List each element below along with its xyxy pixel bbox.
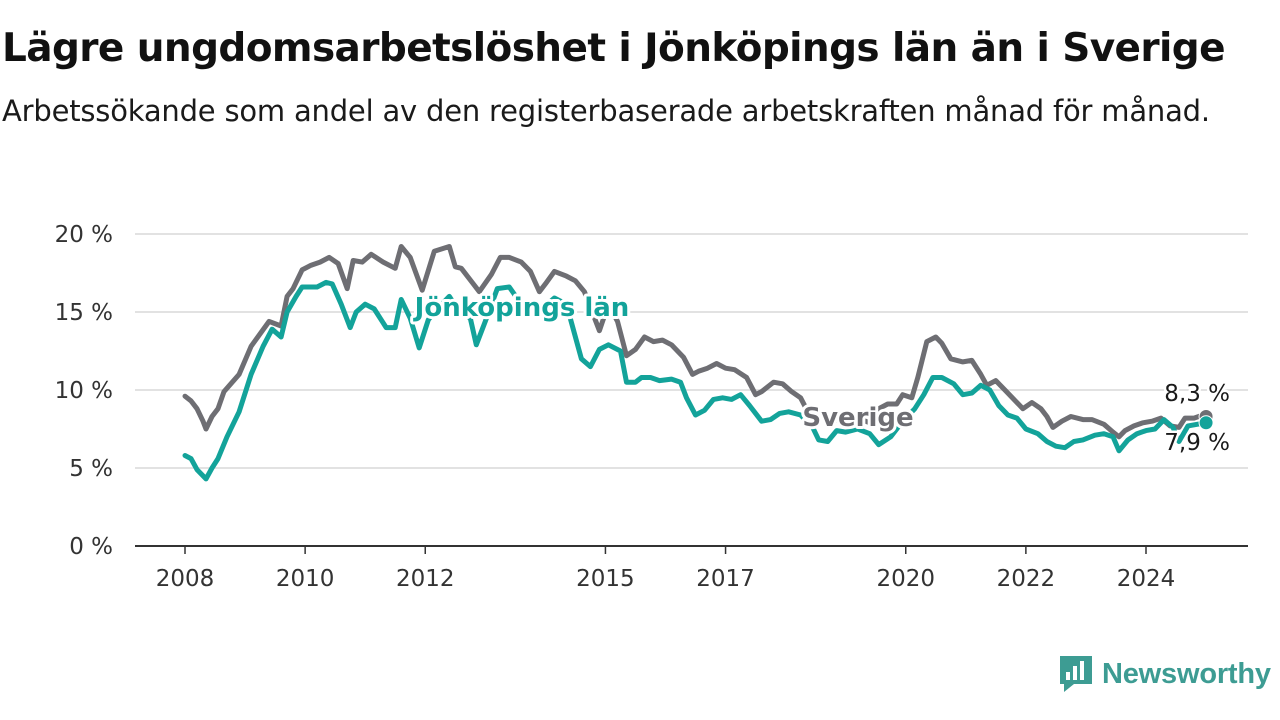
chart-subtitle: Arbetssökande som andel av den registerb… <box>2 94 1210 128</box>
x-tick-label: 2008 <box>156 566 215 592</box>
newsworthy-brand: Newsworthy <box>1058 654 1271 694</box>
x-tick-label: 2020 <box>876 566 935 592</box>
grid-layer <box>135 233 1248 469</box>
x-tick-label: 2012 <box>396 566 455 592</box>
end-value-label-jonkoping: 7,9 % <box>1164 430 1230 456</box>
end-point-jonkoping <box>1198 415 1214 431</box>
x-tick-label: 2017 <box>696 566 755 592</box>
series-line-sverige <box>182 244 1209 440</box>
y-tick-label: 20 % <box>55 222 113 248</box>
brand-name: Newsworthy <box>1102 657 1271 690</box>
x-tick-label: 2010 <box>276 566 335 592</box>
series-layer <box>182 244 1214 482</box>
y-tick-label: 0 % <box>69 534 113 560</box>
x-tick-label: 2015 <box>576 566 635 592</box>
y-tick-label: 15 % <box>55 300 113 326</box>
y-tick-label: 5 % <box>69 456 113 482</box>
series-name-label-sverige: Sverige <box>802 403 913 433</box>
end-value-label-sverige: 8,3 % <box>1164 381 1230 407</box>
axis-layer: 0 % 5 % 10 % 15 % 20 % 2008 2010 2012 2015 2017 20… <box>55 222 1248 592</box>
series-name-label-jonkoping: Jönköpings län <box>413 293 630 323</box>
x-tick-label: 2022 <box>997 566 1056 592</box>
y-tick-label: 10 % <box>55 378 113 404</box>
newsworthy-logo-icon <box>1060 656 1092 692</box>
series-line-jonkoping <box>182 279 1209 482</box>
label-layer: Jönköpings län Sverige 8,3 % 7,9 % <box>410 290 1233 459</box>
chart-title: Lägre ungdomsarbetslöshet i Jönköpings l… <box>2 26 1226 71</box>
x-tick-label: 2024 <box>1117 566 1176 592</box>
